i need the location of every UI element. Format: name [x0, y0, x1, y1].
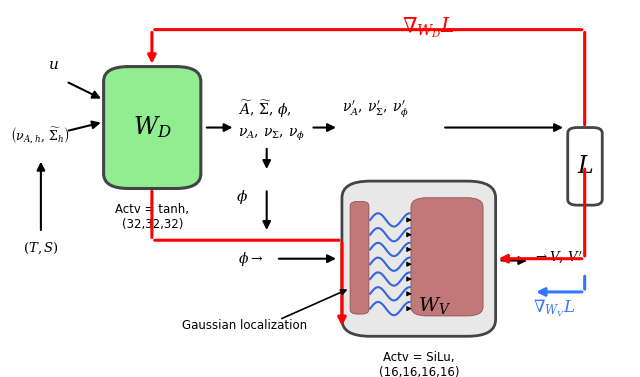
- Text: $W_D$: $W_D$: [132, 115, 172, 141]
- Text: $\phi$: $\phi$: [236, 188, 248, 207]
- Text: $\phi \rightarrow$: $\phi \rightarrow$: [239, 250, 264, 268]
- FancyBboxPatch shape: [350, 201, 369, 314]
- Text: $\nabla_{W_D}L$: $\nabla_{W_D}L$: [401, 15, 455, 40]
- Text: Actv = SiLu,
(16,16,16,16): Actv = SiLu, (16,16,16,16): [378, 351, 459, 377]
- Text: $(T, S)$: $(T, S)$: [23, 240, 59, 256]
- Text: $\nabla_{W_V}L$: $\nabla_{W_V}L$: [533, 298, 576, 319]
- Text: $u$: $u$: [48, 57, 59, 72]
- Text: $\nu_{A}',\,\nu_{\Sigma}',\,\nu_{\phi}'$: $\nu_{A}',\,\nu_{\Sigma}',\,\nu_{\phi}'$: [342, 98, 409, 120]
- Text: $\nu_A,\,\nu_\Sigma,\,\nu_\phi$: $\nu_A,\,\nu_\Sigma,\,\nu_\phi$: [239, 127, 305, 143]
- Text: Gaussian localization: Gaussian localization: [182, 319, 307, 332]
- Text: $L$: $L$: [577, 154, 593, 178]
- FancyBboxPatch shape: [411, 198, 483, 316]
- FancyBboxPatch shape: [568, 127, 602, 205]
- Text: $\rightarrow V,\,V'$: $\rightarrow V,\,V'$: [533, 249, 583, 265]
- Text: Actv = tanh,
(32,32,32): Actv = tanh, (32,32,32): [115, 203, 189, 231]
- Text: $W_V$: $W_V$: [418, 295, 451, 316]
- Text: $\widetilde{A},\,\widetilde{\Sigma},\,\phi,$: $\widetilde{A},\,\widetilde{\Sigma},\,\p…: [239, 98, 292, 120]
- Text: $\left(\nu_{A,h},\,\widetilde{\Sigma}_h\right)$: $\left(\nu_{A,h},\,\widetilde{\Sigma}_h\…: [10, 125, 69, 145]
- FancyBboxPatch shape: [342, 181, 495, 336]
- FancyBboxPatch shape: [104, 67, 201, 188]
